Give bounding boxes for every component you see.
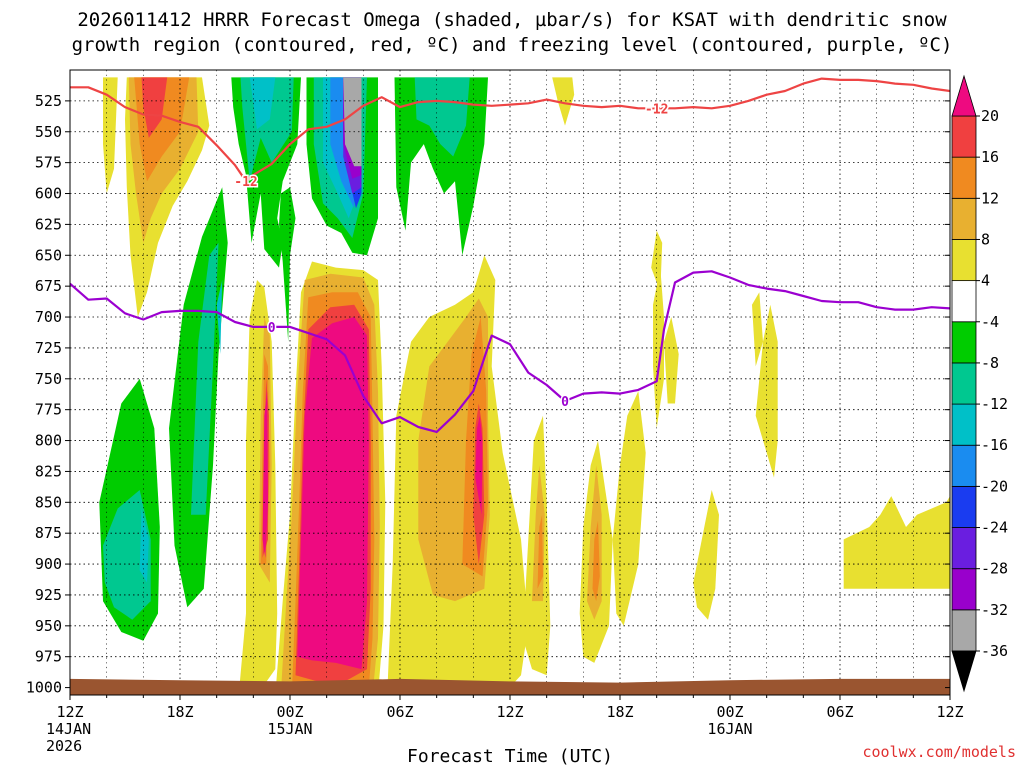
- x-tick-label: 12Z: [56, 703, 83, 721]
- colorbar-tick-label: -16: [981, 436, 1008, 454]
- chart-title-line-2: growth region (contoured, red, ºC) and f…: [72, 34, 953, 56]
- colorbar-bin: [951, 362, 977, 405]
- colorbar-tick-label: -20: [981, 477, 1008, 495]
- omega-region: [651, 230, 663, 293]
- chart-title-line-1: 2026011412 HRRR Forecast Omega (shaded, …: [77, 9, 947, 31]
- contour-lines: -12 -12 0 0: [70, 77, 950, 433]
- freezing-contour-label: 0: [268, 321, 276, 336]
- colorbar-bin: [951, 239, 977, 282]
- colorbar-bin: [951, 156, 977, 199]
- omega-region: [343, 77, 362, 167]
- omega-region: [653, 267, 664, 429]
- omega-region: [103, 490, 151, 620]
- colorbar-bin: [951, 321, 977, 364]
- plot-area: -12 -12 0 0: [70, 70, 950, 695]
- colorbar-tick-label: 4: [981, 272, 990, 290]
- y-tick-label: 925: [35, 586, 62, 604]
- omega-region: [552, 77, 575, 126]
- omega-shading: [99, 77, 950, 695]
- colorbar-under-arrow: [951, 650, 977, 693]
- colorbar-bin: [951, 485, 977, 528]
- x-tick-label: 06Z: [386, 703, 413, 721]
- ground-fill: [70, 678, 950, 695]
- colorbar-over-arrow: [951, 74, 977, 117]
- x-axis-title: Forecast Time (UTC): [407, 746, 613, 767]
- y-tick-label: 550: [35, 123, 62, 141]
- omega-region: [693, 490, 719, 620]
- y-tick-label: 675: [35, 277, 62, 295]
- omega-region: [414, 77, 470, 157]
- y-tick-label: 1000: [26, 679, 62, 697]
- y-tick-label: 800: [35, 432, 62, 450]
- colorbar-bin: [951, 115, 977, 158]
- x-tick-label: 15JAN: [267, 720, 312, 738]
- y-tick-label: 650: [35, 246, 62, 264]
- colorbar-tick-label: -8: [981, 354, 999, 372]
- colorbar-bin: [951, 527, 977, 570]
- credit-text: coolwx.com/models: [862, 743, 1016, 761]
- colorbar-tick-label: -24: [981, 519, 1008, 537]
- colorbar-tick-label: -28: [981, 560, 1008, 578]
- y-tick-label: 975: [35, 648, 62, 666]
- x-tick-label: 00Z: [276, 703, 303, 721]
- colorbar-bin: [951, 280, 977, 323]
- colorbar: -36 -32 -28 -24 -20 -16 -12 -8 -4 4 8 12 16 20: [951, 74, 1008, 693]
- x-tick-label: 16JAN: [707, 720, 752, 738]
- colorbar-bin: [951, 403, 977, 446]
- colorbar-bin: [951, 197, 977, 240]
- omega-region: [537, 514, 543, 589]
- colorbar-tick-label: 20: [981, 107, 999, 125]
- freezing-contour-line: [70, 270, 950, 433]
- y-tick-label: 900: [35, 555, 62, 573]
- y-tick-label: 725: [35, 339, 62, 357]
- colorbar-tick-label: -32: [981, 601, 1008, 619]
- colorbar-bin: [951, 444, 977, 487]
- dendritic-contour-line: [70, 77, 950, 183]
- colorbar-tick-label: 12: [981, 189, 999, 207]
- y-tick-label: 950: [35, 617, 62, 635]
- y-axis: 525 550 575 600 625 650 675 700 725 750 775 800 825 8…: [26, 92, 950, 697]
- colorbar-tick-label: -12: [981, 395, 1008, 413]
- y-tick-label: 600: [35, 185, 62, 203]
- x-tick-label: 12Z: [936, 703, 963, 721]
- x-tick-label: 00Z: [716, 703, 743, 721]
- dendritic-contour-label: -12: [645, 102, 668, 117]
- grid-lines: [70, 70, 950, 695]
- colorbar-bin: [951, 568, 977, 611]
- colorbar-tick-label: 16: [981, 148, 999, 166]
- y-tick-label: 525: [35, 92, 62, 110]
- x-tick-label: 06Z: [826, 703, 853, 721]
- colorbar-tick-label: -4: [981, 313, 999, 331]
- omega-region: [297, 317, 369, 670]
- omega-region: [843, 496, 950, 589]
- dendritic-contour-label: -12: [234, 175, 257, 190]
- omega-region: [664, 317, 679, 404]
- y-tick-label: 700: [35, 308, 62, 326]
- y-tick-label: 775: [35, 401, 62, 419]
- colorbar-bin: [951, 609, 977, 652]
- omega-region: [279, 187, 296, 342]
- omega-region: [249, 77, 276, 130]
- y-tick-label: 750: [35, 370, 62, 388]
- omega-region: [592, 520, 600, 602]
- y-tick-label: 625: [35, 215, 62, 233]
- omega-region: [141, 77, 168, 138]
- colorbar-tick-label: -36: [981, 642, 1008, 660]
- x-tick-label: 14JAN: [46, 720, 91, 738]
- ground-layer: [70, 678, 950, 695]
- x-tick-label: 2026: [46, 737, 82, 755]
- y-tick-label: 825: [35, 462, 62, 480]
- y-tick-label: 875: [35, 524, 62, 542]
- y-tick-label: 850: [35, 493, 62, 511]
- colorbar-tick-label: 8: [981, 230, 990, 248]
- y-tick-label: 575: [35, 154, 62, 172]
- x-tick-label: 18Z: [166, 703, 193, 721]
- freezing-contour-label: 0: [561, 395, 569, 410]
- x-tick-label: 12Z: [496, 703, 523, 721]
- omega-region: [262, 391, 268, 558]
- x-tick-label: 18Z: [606, 703, 633, 721]
- omega-region: [612, 391, 646, 626]
